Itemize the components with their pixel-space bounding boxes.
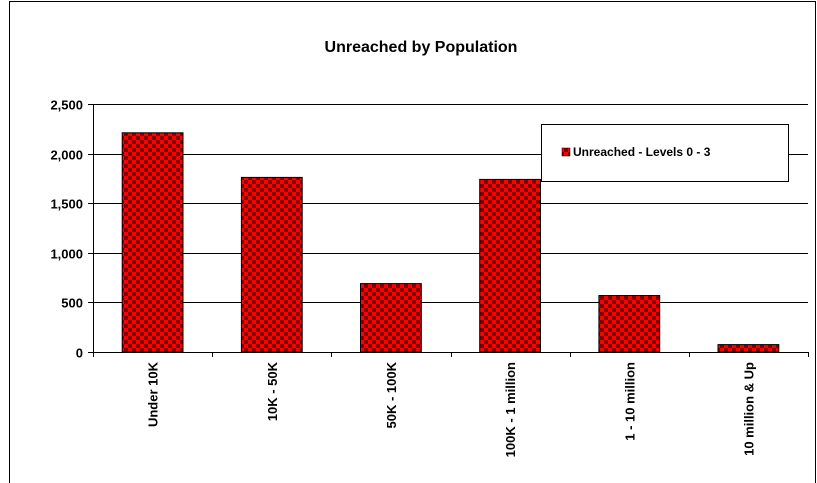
legend-label: Unreached - Levels 0 - 3 [573,145,711,159]
bar [240,176,303,353]
y-tick-label: 1,500 [50,197,83,212]
y-tick-labels: 0 500 1,000 1,500 2,000 2,500 [50,98,83,361]
x-tick-labels: Under 10K 10K - 50K 50K - 100K 100K - 1 mil… [146,361,757,457]
y-tick-label: 500 [61,296,83,311]
bars [121,132,780,353]
x-tick-label: 10K - 50K [265,361,280,421]
legend-swatch [561,147,571,157]
y-tick-label: 1,000 [50,247,83,262]
bar [598,295,661,353]
x-tick-label: 50K - 100K [384,361,399,428]
legend: Unreached - Levels 0 - 3 [541,124,789,182]
x-tick-label: Under 10K [146,361,161,427]
chart-title: Unreached by Population [325,39,518,56]
x-tick-label: 100K - 1 million [503,362,518,457]
axes [88,104,809,357]
bar [717,344,780,353]
x-tick-label: 10 million & Up [741,362,756,456]
bar [121,132,184,353]
gridlines [93,104,808,303]
y-tick-label: 2,000 [50,148,83,163]
legend-box [541,124,789,182]
bar [479,178,542,353]
y-tick-label: 2,500 [50,98,83,113]
y-tick-label: 0 [76,346,83,361]
x-tick-label: 1 - 10 million [622,362,637,441]
bar [360,283,422,353]
